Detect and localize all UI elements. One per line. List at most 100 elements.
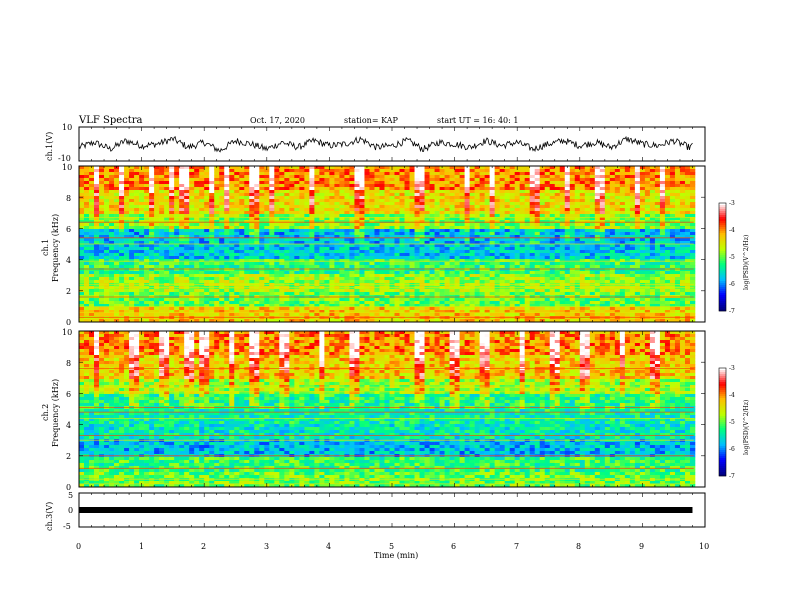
spectrogram-cell xyxy=(389,175,395,179)
spectrogram-cell xyxy=(534,172,541,176)
spectrogram-cell xyxy=(214,313,220,317)
spectrogram-cell xyxy=(359,181,365,185)
spectrogram-cell xyxy=(204,214,210,218)
spectrogram-cell xyxy=(364,187,370,191)
spectrogram-cell xyxy=(519,238,526,242)
spectrogram-cell xyxy=(79,313,85,317)
spectrogram-cell xyxy=(434,232,440,236)
spectrogram-cell xyxy=(359,319,365,323)
spectrogram-cell xyxy=(544,175,551,179)
spectrogram-cell xyxy=(159,226,165,230)
spectrogram-cell xyxy=(364,199,370,203)
spectrogram-cell xyxy=(149,166,155,170)
spectrogram-cell xyxy=(194,307,200,311)
spectrogram-cell xyxy=(239,268,245,272)
spectrogram-cell xyxy=(399,205,405,209)
spectrogram-cell xyxy=(304,313,310,317)
spectrogram-cell xyxy=(464,205,470,209)
spectrogram-cell xyxy=(269,265,275,269)
spectrogram-cell xyxy=(84,178,90,182)
spectrogram-cell xyxy=(284,241,290,245)
spectrogram-cell xyxy=(514,292,521,296)
spectrogram-cell xyxy=(439,289,445,293)
spectrogram-cell xyxy=(469,241,475,245)
spectrogram-cell xyxy=(409,217,415,221)
spectrogram-cell xyxy=(344,166,350,170)
spectrogram-cell xyxy=(239,235,245,239)
spectrogram-cell xyxy=(154,166,160,170)
spectrogram-cell xyxy=(429,253,435,257)
spectrogram-cell xyxy=(444,223,450,227)
spectrogram-cell xyxy=(504,220,510,224)
spectrogram-cell xyxy=(339,268,345,272)
spectrogram-cell xyxy=(434,241,440,245)
spectrogram-cell xyxy=(489,292,495,296)
spectrogram-cell xyxy=(109,208,115,212)
spectrogram-cell xyxy=(319,172,325,176)
spectrogram-cell xyxy=(504,211,510,215)
spectrogram-cell xyxy=(204,184,210,188)
spectrogram-cell xyxy=(324,175,330,179)
spectrogram-cell xyxy=(494,304,500,308)
spectrogram-cell xyxy=(179,280,185,284)
spectrogram-cell xyxy=(279,298,285,302)
spectrogram-cell xyxy=(389,268,395,272)
spectrogram-cell xyxy=(269,253,275,257)
spectrogram-cell xyxy=(269,166,275,170)
spectrogram-cell xyxy=(309,268,315,272)
spectrogram-cell xyxy=(199,199,205,203)
spectrogram-cell xyxy=(489,238,495,242)
spectrogram-cell xyxy=(489,268,495,272)
spectrogram-cell xyxy=(319,292,325,296)
spectrogram-cell xyxy=(499,223,505,227)
spectrogram-cell xyxy=(494,181,500,185)
spectrogram-cell xyxy=(404,307,410,311)
spectrogram-cell xyxy=(389,280,395,284)
spectrogram-cell xyxy=(404,205,410,209)
spectrogram-cell xyxy=(459,319,465,323)
spectrogram-cell xyxy=(119,217,125,221)
spectrogram-cell xyxy=(269,208,275,212)
spectrogram-cell xyxy=(284,199,290,203)
spectrogram-cell xyxy=(394,247,400,251)
spectrogram-cell xyxy=(459,253,465,257)
spectrogram-cell xyxy=(89,292,95,296)
spectrogram-cell xyxy=(509,247,515,251)
spectrogram-cell xyxy=(164,214,170,218)
spectrogram-cell xyxy=(379,262,385,266)
spectrogram-cell xyxy=(259,274,265,278)
spectrogram-cell xyxy=(159,220,165,224)
spectrogram-cell xyxy=(169,238,175,242)
spectrogram-cell xyxy=(399,280,405,284)
spectrogram-cell xyxy=(389,238,395,242)
spectrogram-cell xyxy=(234,211,240,215)
spectrogram-cell xyxy=(144,229,150,233)
spectrogram-cell xyxy=(164,196,170,200)
spectrogram-cell xyxy=(164,220,170,224)
spectrogram-cell xyxy=(484,202,490,206)
spectrogram-cell xyxy=(359,307,365,311)
spectrogram-cell xyxy=(204,253,210,257)
spectrogram-cell xyxy=(424,241,430,245)
spectrogram-cell xyxy=(259,208,265,212)
spectrogram-cell xyxy=(279,166,285,170)
spectrogram-cell xyxy=(249,211,255,215)
spectrogram-cell xyxy=(289,187,295,191)
spectrogram-cell xyxy=(244,292,250,296)
spectrogram-cell xyxy=(194,259,200,263)
spectrogram-cell xyxy=(454,247,460,251)
spectrogram-cell xyxy=(99,289,105,293)
spectrogram-cell xyxy=(334,205,340,209)
spectrogram-cell xyxy=(129,211,135,215)
spectrogram-cell xyxy=(539,226,546,230)
spectrogram-cell xyxy=(384,319,390,323)
spectrogram-cell xyxy=(489,187,495,191)
spectrogram-cell xyxy=(129,232,135,236)
spectrogram-cell xyxy=(164,277,170,281)
spectrogram-cell xyxy=(344,238,350,242)
spectrogram-cell xyxy=(359,172,365,176)
spectrogram-cell xyxy=(334,235,340,239)
spectrogram-cell xyxy=(219,298,225,302)
spectrogram-cell xyxy=(144,307,150,311)
spectrogram-cell xyxy=(269,226,275,230)
